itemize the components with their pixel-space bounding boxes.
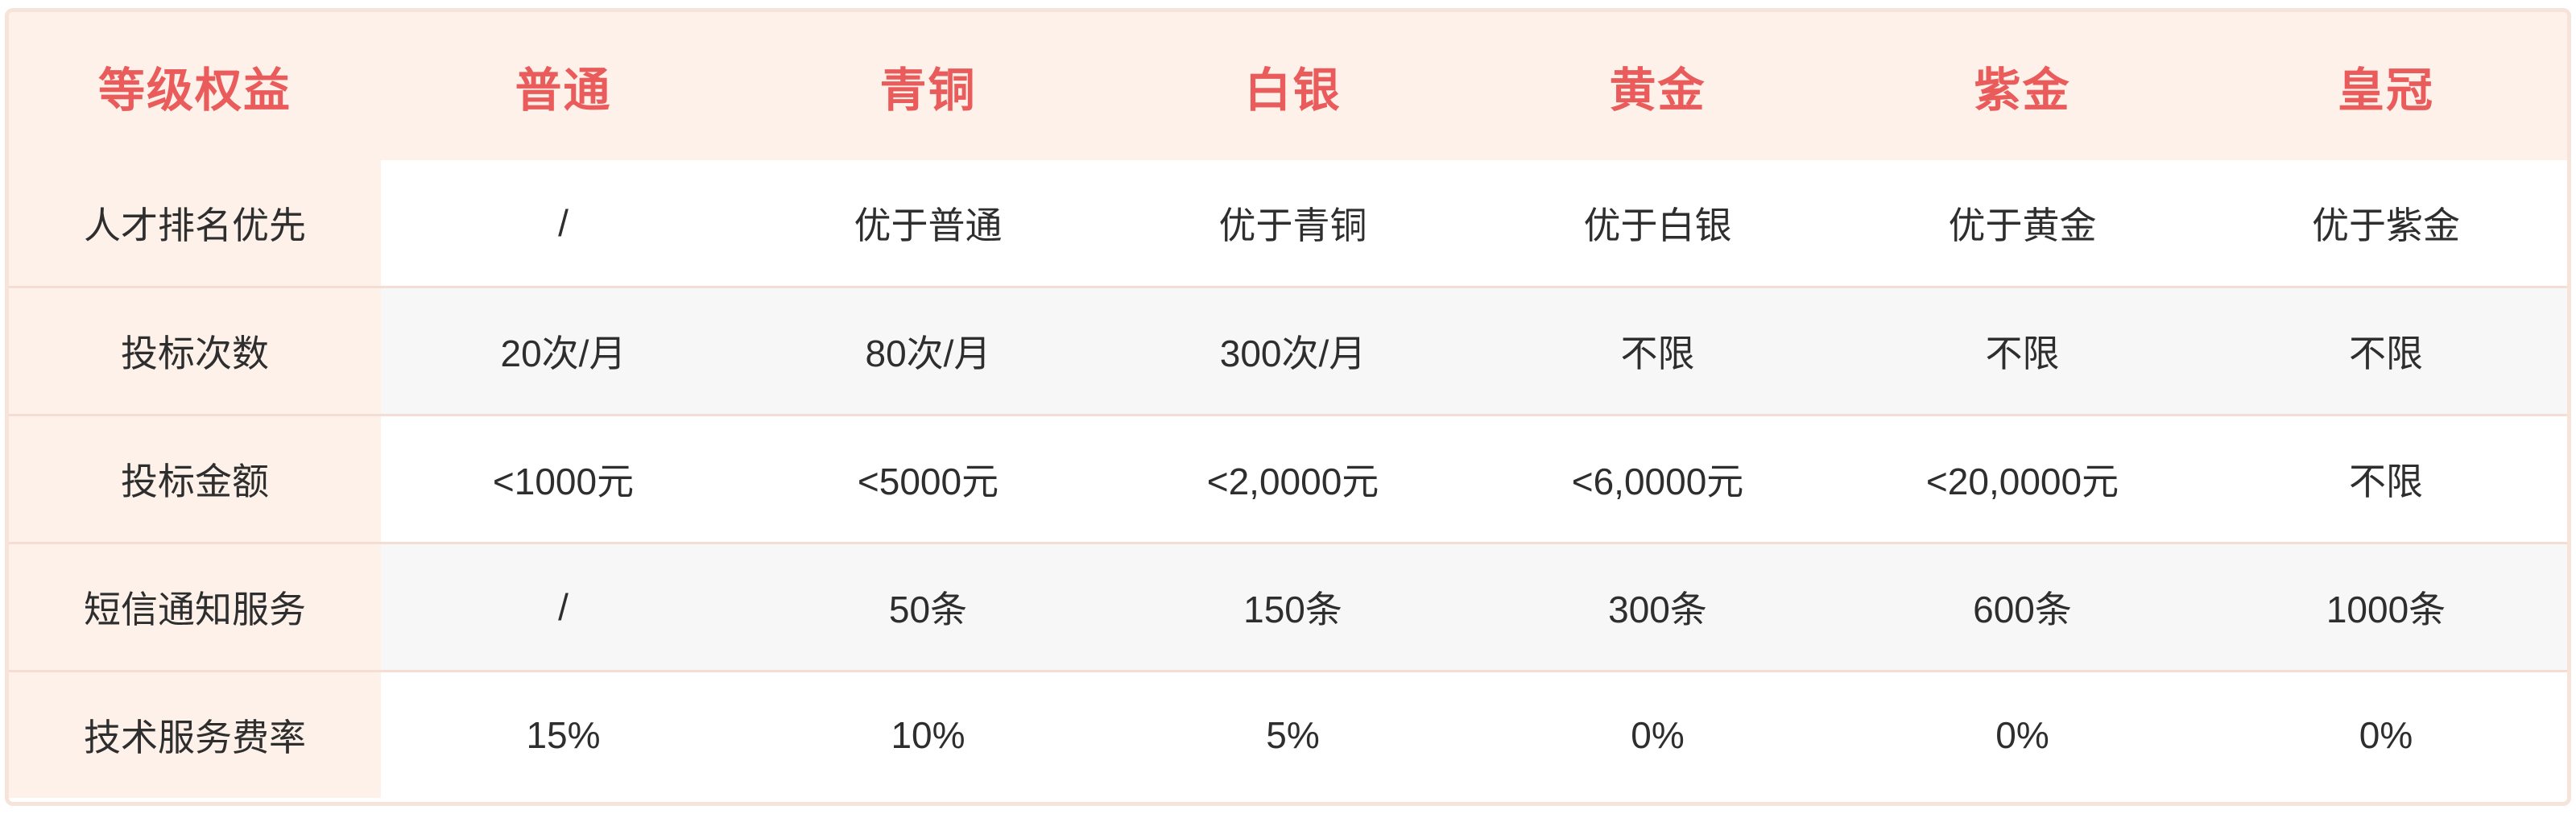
column-header-silver: 白银 (1110, 12, 1475, 160)
cell-talent-ranking-bronze: 优于普通 (746, 160, 1110, 287)
cell-talent-ranking-gold: 优于白银 (1475, 160, 1840, 287)
cell-bid-amount-gold: <6,0000元 (1475, 415, 1840, 543)
cell-service-fee-rate-gold: 0% (1475, 671, 1840, 798)
row-label-bid-count: 投标次数 (9, 287, 381, 415)
cell-service-fee-rate-ordinary: 15% (381, 671, 746, 798)
cell-bid-amount-silver: <2,0000元 (1110, 415, 1475, 543)
table-row-service-fee-rate: 技术服务费率 15% 10% 5% 0% 0% 0% (9, 671, 2567, 798)
cell-bid-count-gold: 不限 (1475, 287, 1840, 415)
cell-sms-service-bronze: 50条 (746, 543, 1110, 671)
cell-service-fee-rate-silver: 5% (1110, 671, 1475, 798)
cell-bid-count-purple-gold: 不限 (1840, 287, 2205, 415)
cell-bid-count-ordinary: 20次/月 (381, 287, 746, 415)
cell-bid-amount-ordinary: <1000元 (381, 415, 746, 543)
cell-sms-service-ordinary: / (381, 543, 746, 671)
cell-talent-ranking-purple-gold: 优于黄金 (1840, 160, 2205, 287)
column-header-ordinary: 普通 (381, 12, 746, 160)
cell-sms-service-silver: 150条 (1110, 543, 1475, 671)
column-header-crown: 皇冠 (2205, 12, 2567, 160)
table-row-bid-amount: 投标金额 <1000元 <5000元 <2,0000元 <6,0000元 <20… (9, 415, 2567, 543)
cell-bid-amount-purple-gold: <20,0000元 (1840, 415, 2205, 543)
cell-bid-amount-bronze: <5000元 (746, 415, 1110, 543)
cell-bid-count-silver: 300次/月 (1110, 287, 1475, 415)
column-header-benefits: 等级权益 (9, 12, 381, 160)
cell-talent-ranking-ordinary: / (381, 160, 746, 287)
benefits-table: 等级权益 普通 青铜 白银 黄金 紫金 皇冠 人才排名优先 / 优于普通 优于青… (9, 12, 2567, 798)
cell-service-fee-rate-bronze: 10% (746, 671, 1110, 798)
column-header-bronze: 青铜 (746, 12, 1110, 160)
table-row-bid-count: 投标次数 20次/月 80次/月 300次/月 不限 不限 不限 (9, 287, 2567, 415)
cell-service-fee-rate-purple-gold: 0% (1840, 671, 2205, 798)
cell-sms-service-crown: 1000条 (2205, 543, 2567, 671)
cell-bid-count-crown: 不限 (2205, 287, 2567, 415)
column-header-gold: 黄金 (1475, 12, 1840, 160)
cell-talent-ranking-silver: 优于青铜 (1110, 160, 1475, 287)
row-label-sms-service: 短信通知服务 (9, 543, 381, 671)
header-row: 等级权益 普通 青铜 白银 黄金 紫金 皇冠 (9, 12, 2567, 160)
membership-benefits-card: 等级权益 普通 青铜 白银 黄金 紫金 皇冠 人才排名优先 / 优于普通 优于青… (5, 8, 2571, 806)
cell-sms-service-gold: 300条 (1475, 543, 1840, 671)
cell-sms-service-purple-gold: 600条 (1840, 543, 2205, 671)
table-row-talent-ranking: 人才排名优先 / 优于普通 优于青铜 优于白银 优于黄金 优于紫金 (9, 160, 2567, 287)
column-header-purple-gold: 紫金 (1840, 12, 2205, 160)
row-label-bid-amount: 投标金额 (9, 415, 381, 543)
table-row-sms-service: 短信通知服务 / 50条 150条 300条 600条 1000条 (9, 543, 2567, 671)
cell-bid-count-bronze: 80次/月 (746, 287, 1110, 415)
cell-service-fee-rate-crown: 0% (2205, 671, 2567, 798)
cell-talent-ranking-crown: 优于紫金 (2205, 160, 2567, 287)
row-label-service-fee-rate: 技术服务费率 (9, 671, 381, 798)
row-label-talent-ranking: 人才排名优先 (9, 160, 381, 287)
cell-bid-amount-crown: 不限 (2205, 415, 2567, 543)
